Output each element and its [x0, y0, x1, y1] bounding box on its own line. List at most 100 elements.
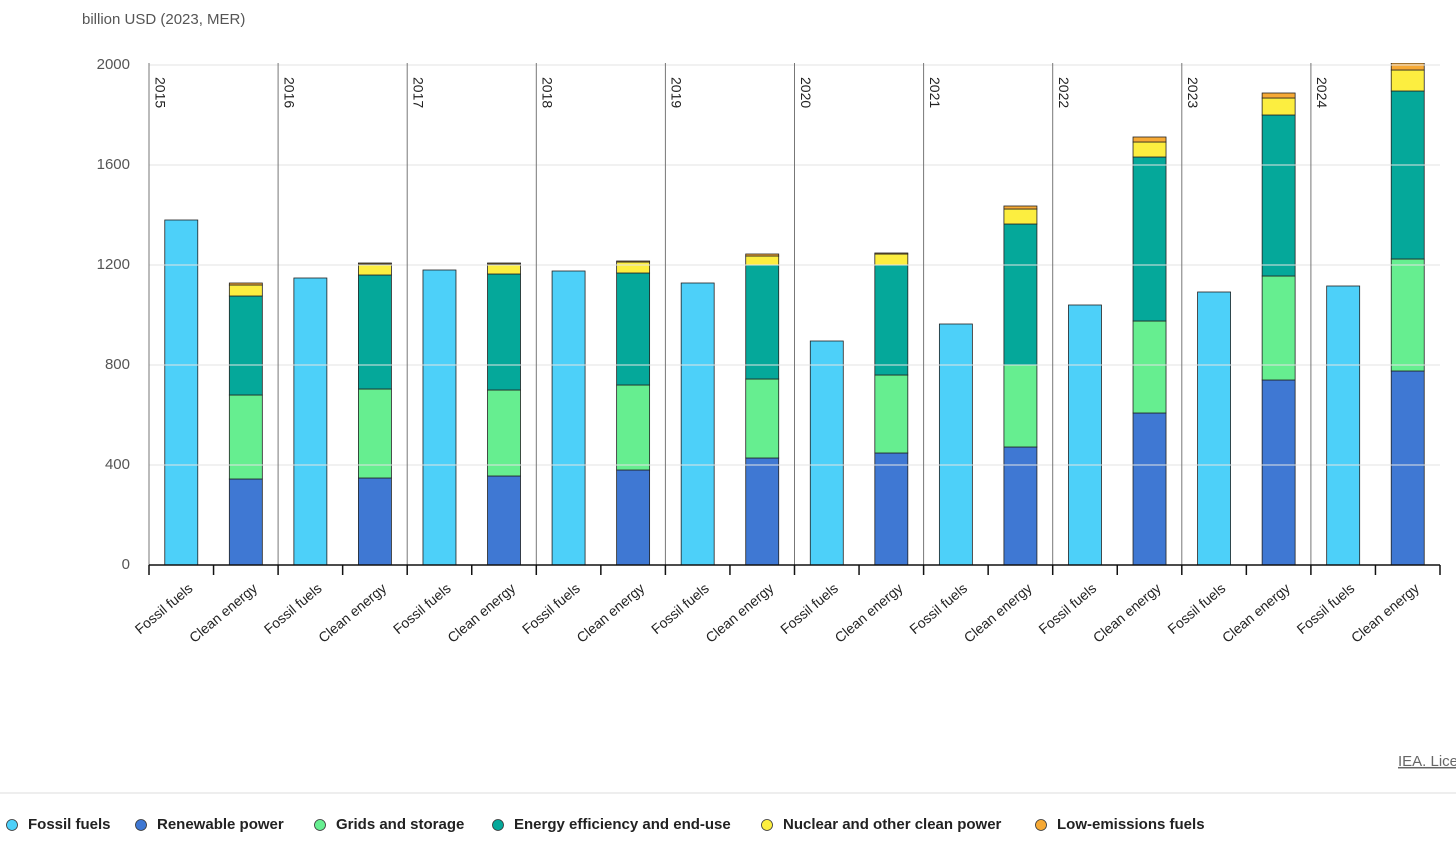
bar-segment [1197, 291, 1231, 566]
bar-segment [616, 260, 651, 263]
bar-segment [1261, 97, 1296, 116]
x-tick-label: Fossil fuels [519, 580, 583, 637]
group-label: 2018 [540, 77, 556, 108]
bar-segment [1068, 304, 1102, 566]
x-tick-label: Fossil fuels [648, 580, 712, 637]
bar-segment [938, 323, 973, 566]
bar-segment [358, 477, 392, 566]
x-tick-label: Clean energy [444, 580, 518, 646]
bar-segment [228, 295, 263, 396]
bar-segment [1261, 379, 1296, 566]
legend-marker[interactable] [314, 819, 326, 831]
group-label: 2017 [410, 77, 426, 108]
bar-segment [874, 374, 909, 454]
bar-segment [745, 457, 780, 566]
legend-label[interactable]: Energy efficiency and end-use [514, 816, 731, 833]
bar-segment [1390, 370, 1425, 566]
bar-segment [1261, 114, 1296, 277]
bar-segment [1003, 364, 1038, 448]
group-label: 2023 [1185, 77, 1201, 108]
bar-segment [1261, 92, 1296, 99]
x-tick-label: Fossil fuels [906, 580, 970, 637]
bar-segment [358, 263, 392, 276]
bar-segment [1132, 141, 1167, 158]
bar-segment [358, 274, 392, 390]
bar-segment [1390, 258, 1425, 372]
bar-segment [809, 340, 844, 566]
bar-segment [1326, 285, 1361, 566]
bar-segment [422, 269, 457, 566]
x-tick-label: Clean energy [832, 580, 906, 646]
legend-marker[interactable] [1035, 819, 1047, 831]
x-tick-label: Clean energy [1090, 580, 1164, 646]
y-tick-label: 1600 [97, 156, 130, 173]
y-tick-label: 2000 [97, 56, 130, 73]
x-tick-label: Clean energy [961, 580, 1035, 646]
x-tick-label: Fossil fuels [1035, 580, 1099, 637]
bar-segment [551, 270, 586, 566]
bar-segment [1003, 205, 1038, 210]
legend-label[interactable]: Fossil fuels [28, 816, 111, 833]
x-tick-label: Clean energy [573, 580, 647, 646]
y-axis-label: billion USD (2023, MER) [82, 11, 245, 28]
bar-segment [680, 282, 715, 566]
bar-segment [616, 272, 651, 386]
x-tick-label: Fossil fuels [1164, 580, 1228, 637]
x-tick-label: Fossil fuels [390, 580, 454, 637]
bar-segment [1261, 275, 1296, 381]
bar-segment [228, 284, 263, 297]
bar-segment [1003, 223, 1038, 366]
legend-label[interactable]: Nuclear and other clean power [783, 816, 1002, 833]
x-tick-label: Clean energy [1348, 580, 1422, 646]
bar-segment [1390, 63, 1425, 71]
bar-segment [874, 264, 909, 376]
legend-label[interactable]: Grids and storage [336, 816, 464, 833]
bar-segment [487, 262, 521, 265]
legend-label[interactable]: Renewable power [157, 816, 284, 833]
bar-segment [1132, 320, 1167, 414]
legend-label[interactable]: Low-emissions fuels [1057, 816, 1205, 833]
bar-segment [1003, 446, 1038, 566]
bar-segment [616, 261, 651, 274]
y-tick-label: 400 [105, 456, 130, 473]
legend-marker[interactable] [492, 819, 504, 831]
bar-segment [616, 384, 651, 471]
y-tick-label: 800 [105, 356, 130, 373]
bar-segment [874, 452, 909, 566]
bar-segment [358, 262, 392, 265]
bar-segment [1132, 156, 1167, 322]
group-label: 2022 [1056, 77, 1072, 108]
x-tick-label: Fossil fuels [261, 580, 325, 637]
bar-segment [745, 253, 780, 257]
x-tick-label: Clean energy [702, 580, 776, 646]
bar-segment [164, 219, 199, 566]
bar-segment [1003, 208, 1038, 225]
x-tick-label: Clean energy [1219, 580, 1293, 646]
group-label: 2020 [798, 77, 814, 108]
bar-segment [293, 277, 328, 566]
bar-segment [358, 388, 392, 479]
x-tick-label: Clean energy [315, 580, 389, 646]
x-tick-label: Fossil fuels [1294, 580, 1358, 637]
y-tick-label: 1200 [97, 256, 130, 273]
bar-segment [1390, 90, 1425, 260]
bar-segment [228, 478, 263, 566]
bar-segment [487, 389, 521, 477]
bar-segment [745, 264, 780, 380]
bar-segment [745, 378, 780, 459]
legend-marker[interactable] [6, 819, 18, 831]
legend-marker[interactable] [135, 819, 147, 831]
group-label: 2019 [669, 77, 685, 108]
x-tick-label: Clean energy [186, 580, 260, 646]
bar-segment [874, 252, 909, 255]
bar-segment [1132, 412, 1167, 566]
x-tick-label: Fossil fuels [132, 580, 196, 637]
bar-segment [1132, 136, 1167, 143]
legend-marker[interactable] [761, 819, 773, 831]
bar-segment [616, 469, 651, 566]
bar-segment [487, 475, 521, 566]
group-label: 2024 [1314, 77, 1330, 108]
source[interactable]: IEA. Lice [1398, 753, 1456, 770]
x-tick-label: Fossil fuels [777, 580, 841, 637]
